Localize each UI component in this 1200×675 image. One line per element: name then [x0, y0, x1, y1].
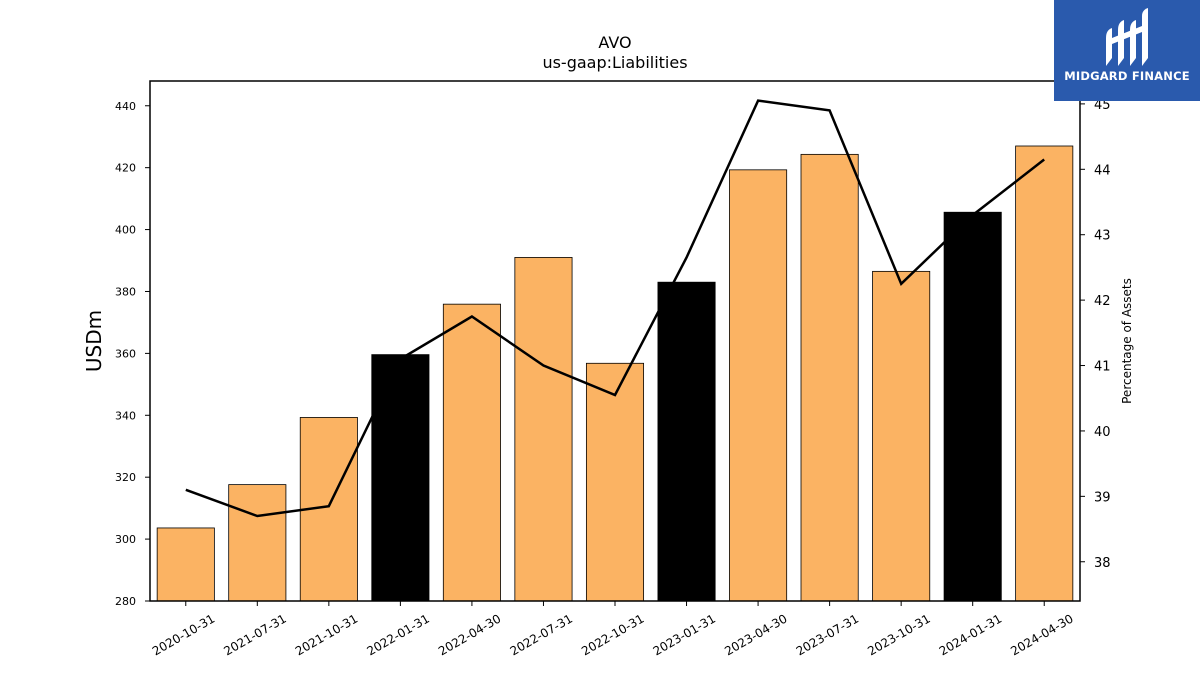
y-tick-label: 440	[115, 100, 136, 113]
bar-2020-10-31	[156, 527, 215, 602]
bars-group	[156, 145, 1074, 602]
bar-2022-01-31	[371, 354, 430, 602]
x-tick-label: 2023-04-30	[722, 611, 789, 658]
chart-subtitle: us-gaap:Liabilities	[542, 53, 687, 72]
y2-tick-label: 38	[1094, 556, 1111, 571]
x-tick-label: 2023-01-31	[651, 611, 718, 658]
brand-logo: MIDGARD FINANCE	[1054, 0, 1200, 101]
midgard-finance-logo-icon	[1106, 8, 1148, 66]
y2-axis-label: Percentage of Assets	[1120, 278, 1134, 404]
x-tick-label: 2023-07-31	[794, 611, 861, 658]
bar-2021-07-31	[228, 484, 287, 602]
y2-tick-label: 41	[1094, 360, 1111, 375]
chart-title: AVO	[598, 33, 631, 52]
x-tick-label: 2021-10-31	[293, 611, 360, 658]
x-tick-label: 2023-10-31	[865, 611, 932, 658]
bar-2022-04-30	[442, 303, 501, 602]
bar-2023-04-30	[729, 169, 788, 602]
y2-tick-label: 42	[1094, 294, 1111, 309]
y-tick-label: 320	[115, 471, 136, 484]
y-tick-label: 340	[115, 409, 136, 422]
bar-2023-01-31	[657, 281, 716, 602]
x-tick-label: 2024-04-30	[1008, 611, 1075, 658]
bar-2022-07-31	[514, 257, 573, 602]
y-tick-label: 400	[115, 224, 136, 237]
y-tick-label: 360	[115, 347, 136, 360]
y-tick-label: 300	[115, 533, 136, 546]
x-tick-label: 2022-07-31	[508, 611, 575, 658]
line-group	[185, 99, 1045, 518]
x-tick-label: 2022-01-31	[364, 611, 431, 658]
y-tick-label: 380	[115, 285, 136, 298]
y-axis-label: USDm	[82, 310, 106, 372]
y2-tick-label: 45	[1094, 98, 1111, 113]
x-tick-label: 2021-07-31	[221, 611, 288, 658]
bar-2024-01-31	[943, 211, 1002, 602]
y2-tick-label: 40	[1094, 425, 1111, 440]
x-tick-label: 2020-10-31	[150, 611, 217, 658]
bar-2022-10-31	[585, 362, 645, 602]
x-tick-label: 2024-01-31	[937, 611, 1004, 658]
y-tick-label: 420	[115, 162, 136, 175]
y2-tick-label: 39	[1094, 490, 1111, 505]
x-tick-label: 2022-10-31	[579, 611, 646, 658]
bar-2023-10-31	[872, 270, 931, 602]
bar-2023-07-31	[800, 153, 859, 602]
y-tick-label: 280	[115, 595, 136, 608]
y2-tick-label: 43	[1094, 229, 1111, 244]
bar-2024-04-30	[1015, 145, 1074, 602]
x-tick-label: 2022-04-30	[436, 611, 503, 658]
y2-tick-label: 44	[1094, 163, 1111, 178]
brand-name: MIDGARD FINANCE	[1064, 69, 1190, 83]
percentage-line	[185, 99, 1045, 518]
